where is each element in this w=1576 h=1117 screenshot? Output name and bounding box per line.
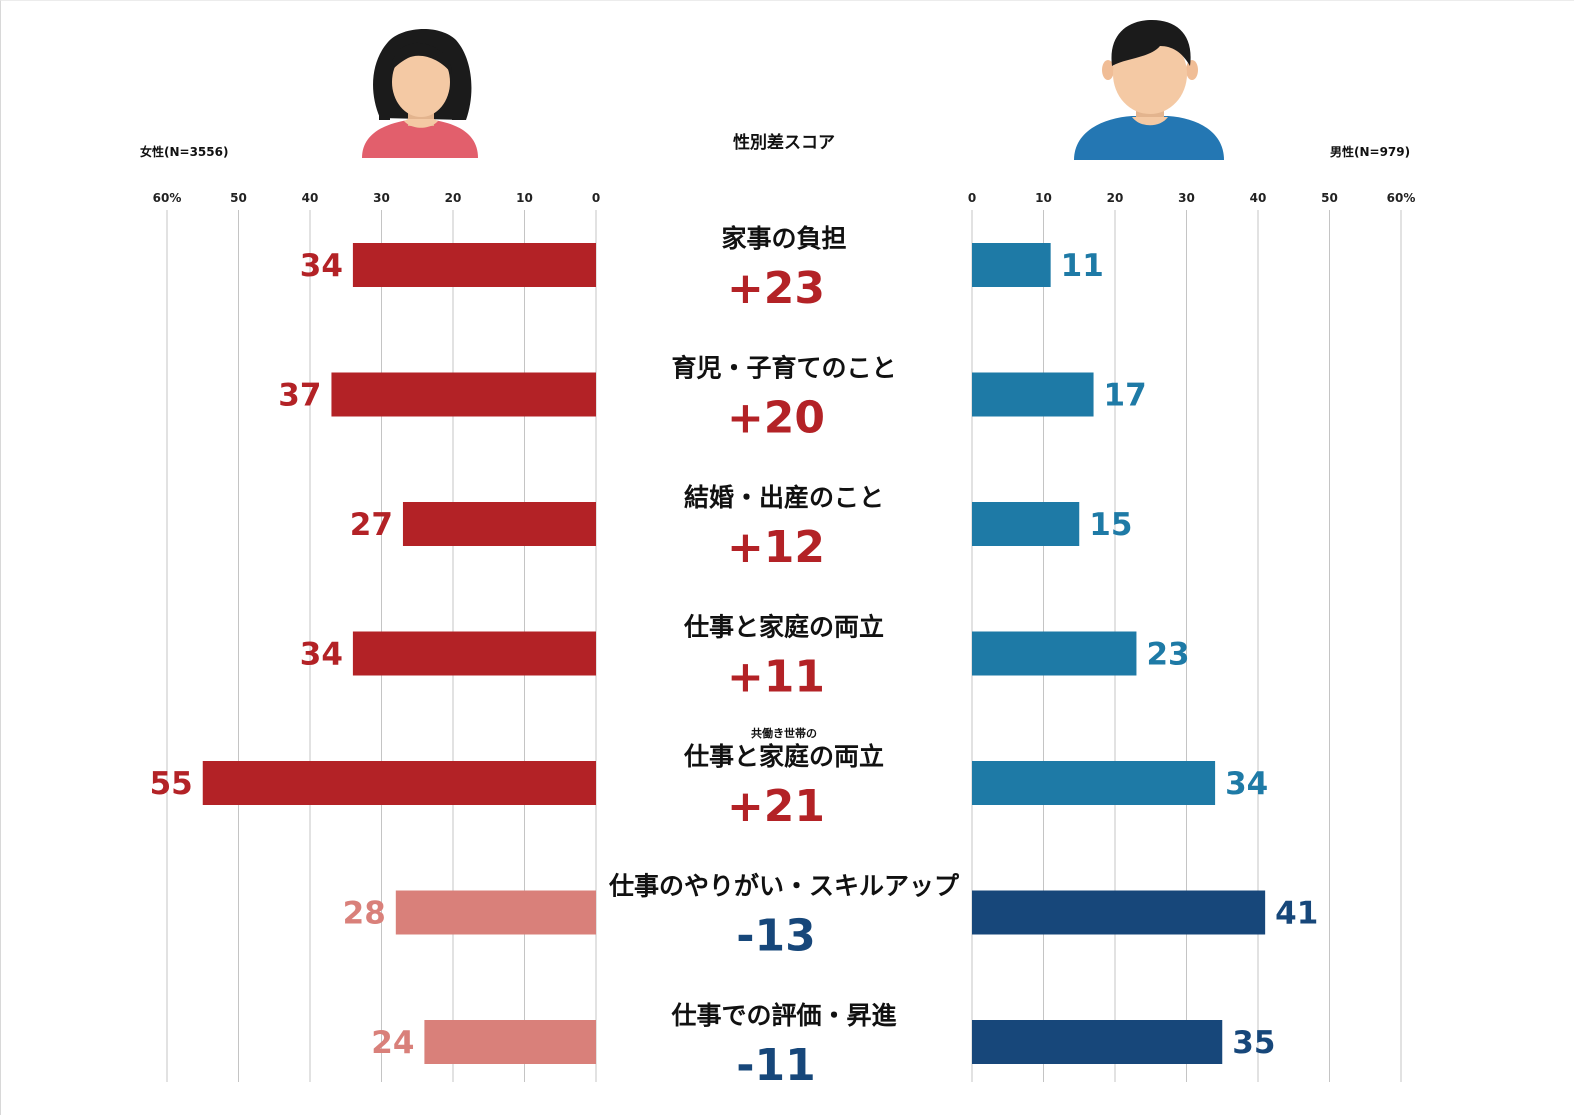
left-tick-label: 30 <box>373 191 390 205</box>
gender-gap-score: +12 <box>727 522 825 573</box>
female-value-label: 37 <box>278 378 321 414</box>
category-rows: 34 11 家事の負担 +23 37 17 育児・子育てのこと +20 27 15 結婚・出産のこと… <box>150 224 1319 1091</box>
category-row: 24 35 仕事での評価・昇進 -11 <box>371 1001 1275 1091</box>
category-label: 仕事と家庭の両立 <box>683 742 884 771</box>
female-bar <box>395 890 596 935</box>
male-bar <box>972 890 1266 935</box>
gender-gap-score: -13 <box>736 911 816 962</box>
left-tick-label: 60% <box>153 191 182 205</box>
female-value-label: 24 <box>371 1025 414 1061</box>
male-value-label: 17 <box>1104 378 1147 414</box>
right-tick-label: 60% <box>1387 191 1416 205</box>
left-tick-label: 10 <box>516 191 533 205</box>
category-label: 仕事と家庭の両立 <box>683 613 884 642</box>
male-value-label: 34 <box>1225 766 1268 802</box>
male-sample-label: 男性(N=979) <box>1330 144 1410 159</box>
female-bar <box>352 243 596 287</box>
female-sample-label: 女性(N=3556) <box>140 144 228 159</box>
right-tick-label: 0 <box>968 191 976 205</box>
gender-gap-score: +11 <box>727 652 825 703</box>
female-value-label: 27 <box>350 507 393 543</box>
right-tick-label: 40 <box>1250 191 1267 205</box>
female-bar <box>331 372 596 417</box>
category-row: 27 15 結婚・出産のこと +12 <box>350 483 1133 573</box>
left-axis-ticks: 60% 50 40 30 20 10 0 <box>153 191 601 205</box>
left-tick-label: 0 <box>592 191 600 205</box>
female-value-label: 34 <box>300 248 343 284</box>
female-bar <box>424 1020 596 1064</box>
gender-gap-score: +21 <box>727 781 825 832</box>
right-tick-label: 20 <box>1107 191 1124 205</box>
category-label: 結婚・出産のこと <box>684 483 884 512</box>
male-value-label: 23 <box>1146 637 1189 673</box>
male-value-label: 11 <box>1061 248 1104 284</box>
gender-gap-score: +23 <box>727 263 825 314</box>
right-tick-label: 50 <box>1321 191 1338 205</box>
category-label: 仕事での評価・昇進 <box>670 1001 896 1030</box>
male-value-label: 35 <box>1232 1025 1275 1061</box>
woman-avatar-icon <box>362 28 478 158</box>
left-tick-label: 40 <box>302 191 319 205</box>
gender-gap-score: +20 <box>727 393 825 444</box>
male-bar <box>972 1020 1223 1064</box>
category-label: 育児・子育てのこと <box>671 354 896 383</box>
category-row: 34 23 仕事と家庭の両立 +11 <box>300 613 1190 703</box>
female-value-label: 55 <box>150 766 193 802</box>
category-label: 家事の負担 <box>721 224 846 253</box>
female-bar <box>352 631 596 676</box>
right-axis-ticks: 0 10 20 30 40 50 60% <box>968 191 1416 205</box>
male-bar <box>972 631 1137 676</box>
right-tick-label: 10 <box>1035 191 1052 205</box>
category-row: 37 17 育児・子育てのこと +20 <box>278 354 1146 444</box>
category-label: 仕事のやりがい・スキルアップ <box>608 872 960 901</box>
female-value-label: 28 <box>343 896 386 932</box>
right-tick-label: 30 <box>1178 191 1195 205</box>
male-bar <box>972 502 1080 546</box>
category-sublabel: 共働き世帯の <box>751 726 817 740</box>
category-row: 28 41 仕事のやりがい・スキルアップ -13 <box>343 872 1319 962</box>
male-bar <box>972 372 1094 417</box>
female-bar <box>202 761 596 805</box>
male-bar <box>972 761 1216 805</box>
female-bar <box>402 502 596 546</box>
male-value-label: 15 <box>1089 507 1132 543</box>
male-bar <box>972 243 1051 287</box>
category-row: 34 11 家事の負担 +23 <box>300 224 1104 314</box>
left-tick-label: 50 <box>230 191 247 205</box>
man-avatar-icon <box>1074 20 1224 160</box>
female-value-label: 34 <box>300 637 343 673</box>
male-value-label: 41 <box>1275 896 1318 932</box>
gender-gap-score: -11 <box>736 1040 816 1091</box>
chart-title: 性別差スコア <box>733 132 835 153</box>
left-tick-label: 20 <box>445 191 462 205</box>
